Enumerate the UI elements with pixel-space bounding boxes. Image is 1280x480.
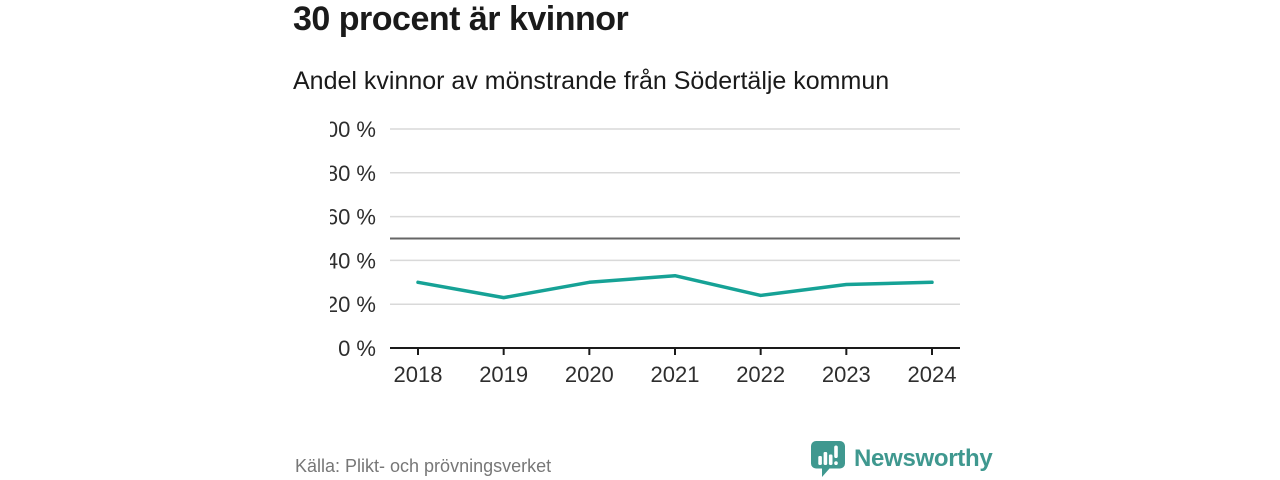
y-tick-label: 0 % — [338, 336, 376, 361]
data-line — [416, 273, 934, 300]
y-tick-label: 100 % — [330, 117, 376, 142]
x-tick-label: 2021 — [651, 362, 700, 387]
y-tick-label: 80 % — [330, 161, 376, 186]
line-chart-svg: 2018 2019 2020 2021 2022 2023 2024 0 % 20 % 40 % 6… — [330, 117, 960, 387]
y-tick-label: 60 % — [330, 205, 376, 230]
logo-bar-3 — [828, 454, 833, 465]
logo-bubble-shape — [811, 441, 845, 477]
logo-exclamation-dot — [834, 461, 838, 465]
logo-bar-2 — [823, 452, 828, 465]
x-tick-label: 2022 — [736, 362, 785, 387]
chart-title: 30 procent är kvinnor — [293, 0, 629, 38]
x-tick-label: 2024 — [908, 362, 957, 387]
source-note: Källa: Plikt- och prövningsverket — [295, 456, 552, 476]
newsworthy-logo-icon — [811, 441, 845, 477]
newsworthy-wordmark: Newsworthy — [854, 445, 993, 472]
y-tick-label: 40 % — [330, 248, 376, 273]
y-tick-label: 20 % — [330, 292, 376, 317]
x-tick-label: 2020 — [565, 362, 614, 387]
x-tick-label: 2023 — [822, 362, 871, 387]
logo-bar-1 — [818, 456, 822, 465]
x-tick-label: 2018 — [394, 362, 443, 387]
chart-subtitle: Andel kvinnor av mönstrande från Södertä… — [293, 67, 890, 95]
x-tick-label: 2019 — [479, 362, 528, 387]
logo-exclamation-bar — [834, 445, 838, 458]
newsworthy-brand: Newsworthy — [810, 440, 993, 478]
